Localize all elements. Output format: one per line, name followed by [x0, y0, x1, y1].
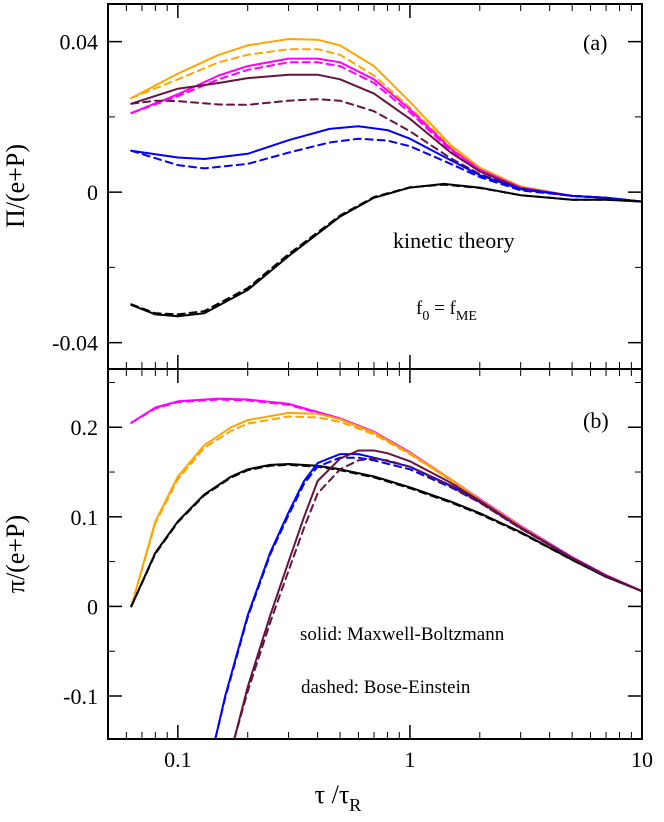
panel-b-ticks: -0.1 0 0.1 0.2 0.1 1 10 [63, 369, 653, 772]
panel-a-ticks: -0.04 0 0.04 [52, 4, 643, 369]
series-line-a-black-be [130, 183, 642, 316]
annotation-solid: solid: Maxwell-Boltzmann [300, 624, 505, 645]
panel-b-ylabel: π/(e+P) [1, 515, 30, 593]
x-tick-label: 10 [631, 747, 653, 772]
y-tick-label: 0.04 [60, 30, 99, 55]
panel-b-frame [107, 368, 643, 740]
y-tick-label: -0.04 [52, 331, 98, 356]
panel-b: -0.1 0 0.1 0.2 0.1 1 10 (b) solid: Maxwell-Bol… [1, 368, 653, 815]
y-tick-label: 0 [87, 180, 98, 205]
series-line-a-blue-be [130, 137, 642, 203]
f0-eq: = f [429, 298, 456, 319]
series-line-b-magenta-be [130, 398, 642, 593]
x-axis-label-sub: R [349, 795, 361, 815]
series-line-a-orange-mb [130, 38, 642, 203]
panel-b-label: (b) [583, 408, 609, 433]
y-tick-label: 0.1 [71, 505, 99, 530]
x-axis-label-main: τ /τ [315, 780, 350, 809]
panel-a-ylabel: Π/(e+P) [1, 144, 30, 228]
annotation-kinetic-theory: kinetic theory [393, 228, 515, 253]
y-tick-label: -0.1 [63, 684, 98, 709]
x-axis-label: τ /τR [315, 780, 362, 815]
x-tick-label: 0.1 [164, 747, 192, 772]
panel-a-series [130, 38, 642, 318]
series-line-a-orange-be [130, 48, 642, 203]
series-line-a-magenta-be [130, 61, 642, 203]
series-line-b-purple-be [233, 457, 642, 739]
series-line-b-magenta-mb [130, 397, 642, 593]
series-line-a-purple-be [130, 98, 642, 203]
series-line-a-black-mb [130, 182, 642, 318]
y-tick-label: 0 [87, 594, 98, 619]
f0-sub: 0 [422, 309, 429, 324]
series-line-b-black-be [130, 463, 642, 608]
series-line-b-orange-be [130, 415, 642, 608]
f0-sub-me: ME [456, 309, 477, 324]
x-tick-label: 1 [404, 747, 415, 772]
y-tick-label: 0.2 [71, 415, 99, 440]
f0-main: f [416, 298, 423, 319]
panel-b-series [130, 397, 642, 739]
series-line-a-purple-mb [130, 73, 642, 203]
panel-a-label: (a) [583, 30, 607, 55]
annotation-dashed: dashed: Bose-Einstein [301, 677, 471, 698]
series-line-a-blue-mb [130, 125, 642, 203]
annotation-f0: f0 = fME [416, 298, 477, 324]
series-line-b-black-mb [130, 463, 642, 608]
